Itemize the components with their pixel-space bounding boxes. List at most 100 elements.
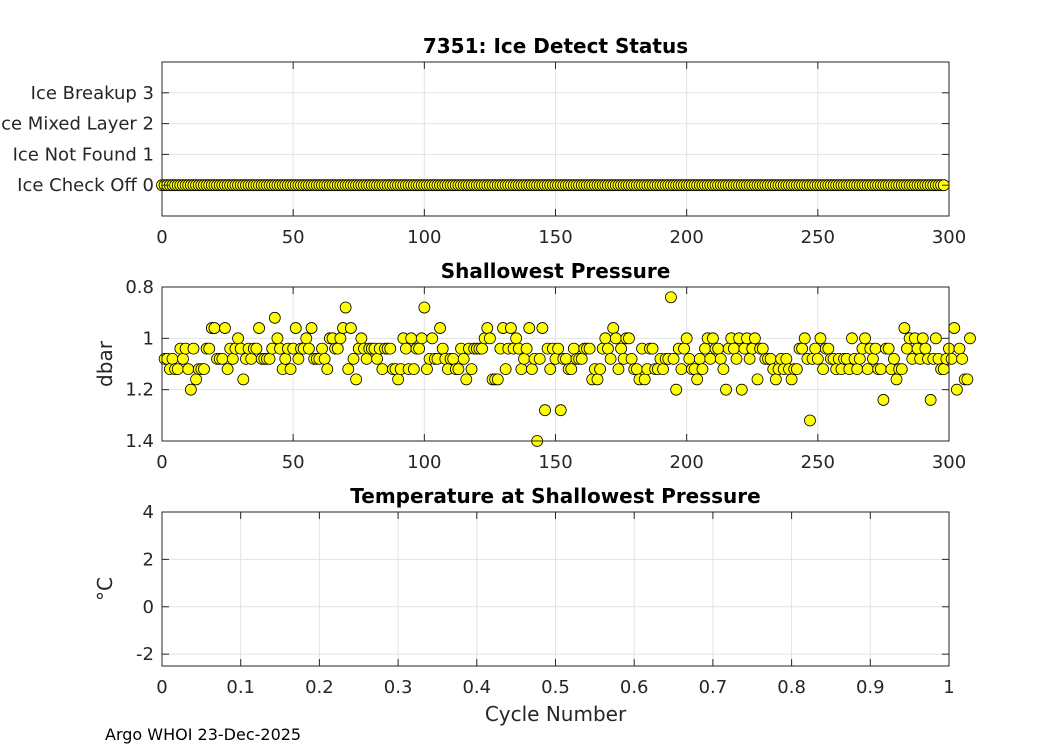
data-point (804, 414, 816, 427)
data-point (300, 332, 313, 345)
data-point (612, 363, 625, 376)
y-tick-label: Ice Check Off 0 (17, 175, 154, 196)
data-point (714, 352, 727, 365)
x-axis-label: Cycle Number (485, 702, 627, 726)
data-point (525, 363, 538, 376)
data-point (321, 363, 334, 376)
data-point (730, 352, 743, 365)
y-tick-label: 1 (143, 328, 154, 349)
x-tick-label: 0.7 (699, 677, 728, 698)
data-point (376, 363, 389, 376)
data-point (638, 373, 651, 386)
data-point (187, 342, 200, 355)
y-tick-label: 4 (143, 502, 154, 523)
y-tick-label: -2 (136, 644, 154, 665)
data-point (953, 342, 966, 355)
data-point (560, 352, 572, 365)
data-point (208, 322, 221, 334)
data-point (874, 363, 887, 376)
x-tick-label: 0.5 (541, 677, 570, 698)
x-tick-label: 0.4 (462, 677, 491, 698)
x-tick-label: 250 (801, 227, 835, 248)
data-point (405, 332, 418, 345)
data-point (948, 322, 961, 334)
data-point (748, 332, 761, 345)
data-markers (158, 291, 976, 447)
data-point (696, 363, 709, 376)
data-point (334, 332, 347, 345)
data-point (901, 342, 913, 355)
x-tick-label: 300 (932, 452, 966, 473)
data-point (360, 352, 373, 365)
x-tick-label: 100 (407, 227, 441, 248)
data-point (344, 322, 357, 334)
data-point (615, 342, 627, 355)
data-point (809, 342, 822, 355)
data-point (602, 342, 614, 355)
shallowest-pressure-plot: 0 50 100 150 200 250 300 0.8 1 1.2 1.4 Shallowest P… (93, 259, 976, 473)
data-point (544, 363, 557, 376)
data-point (720, 383, 732, 396)
data-point (796, 342, 808, 355)
data-point (607, 322, 620, 334)
data-point (263, 352, 276, 365)
x-tick-label: 0.8 (777, 677, 806, 698)
x-tick-label: 150 (538, 452, 572, 473)
data-point (851, 363, 864, 376)
data-point (727, 342, 740, 355)
x-tick-label: 0.1 (226, 677, 255, 698)
data-point (814, 332, 827, 345)
data-point (447, 352, 460, 365)
data-point (735, 383, 748, 396)
data-point (221, 363, 234, 376)
data-point (552, 342, 565, 355)
data-point (756, 342, 769, 355)
data-point (869, 342, 882, 355)
x-tick-label: 50 (282, 227, 305, 248)
data-point (919, 342, 932, 355)
data-point (657, 363, 669, 376)
data-point (533, 352, 546, 365)
x-tick-label: 50 (282, 452, 305, 473)
data-point (505, 322, 517, 334)
data-point (924, 394, 937, 406)
x-tick-label: 150 (538, 227, 572, 248)
y-axis-label: °C (93, 577, 117, 601)
data-point (421, 363, 433, 376)
data-point (817, 363, 829, 376)
data-point (232, 332, 244, 345)
x-tick-label: 250 (801, 452, 835, 473)
data-point (536, 322, 549, 334)
data-point (646, 342, 659, 355)
data-point (623, 332, 635, 345)
data-point (171, 363, 184, 376)
data-point (895, 363, 908, 376)
data-point (780, 352, 793, 365)
data-point (691, 373, 704, 386)
data-point (798, 332, 811, 345)
data-point (484, 332, 496, 345)
data-point (166, 352, 179, 365)
data-point (219, 322, 231, 334)
y-tick-label: Ice Mixed Layer 2 (0, 114, 154, 135)
data-point (945, 352, 958, 365)
data-point (413, 342, 425, 355)
data-point (625, 352, 638, 365)
data-point (929, 332, 942, 345)
data-point (226, 352, 239, 365)
data-point (510, 332, 523, 345)
data-point (216, 352, 229, 365)
chart-title: Shallowest Pressure (441, 259, 671, 283)
data-point (292, 352, 305, 365)
data-point (518, 352, 530, 365)
data-point (743, 352, 756, 365)
data-point (604, 352, 617, 365)
data-point (699, 342, 711, 355)
data-point (539, 404, 551, 417)
data-point (916, 332, 929, 345)
data-point (707, 332, 719, 345)
data-point (861, 363, 874, 376)
data-point (822, 342, 835, 355)
data-point (318, 352, 331, 365)
